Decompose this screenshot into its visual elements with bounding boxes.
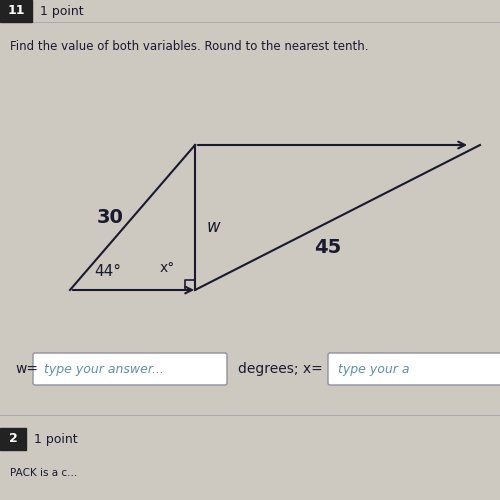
Text: 44°: 44° [94,264,122,280]
Text: type your answer...: type your answer... [44,362,164,376]
Text: 45: 45 [314,238,341,257]
Text: 1 point: 1 point [34,432,78,446]
FancyBboxPatch shape [328,353,500,385]
Text: PACK is a c...: PACK is a c... [10,468,77,478]
Text: w: w [206,218,220,236]
Text: 11: 11 [7,4,25,18]
Text: x°: x° [160,261,174,275]
Text: 30: 30 [97,208,124,227]
Bar [0,0,32,22]
FancyBboxPatch shape [33,353,227,385]
Bar [0,428,26,450]
Text: 1 point: 1 point [40,4,84,18]
Text: Find the value of both variables. Round to the nearest tenth.: Find the value of both variables. Round … [10,40,368,53]
Text: type your a: type your a [338,362,409,376]
Text: w=: w= [15,362,38,376]
Text: degrees; x=: degrees; x= [238,362,323,376]
Text: 2: 2 [8,432,18,446]
